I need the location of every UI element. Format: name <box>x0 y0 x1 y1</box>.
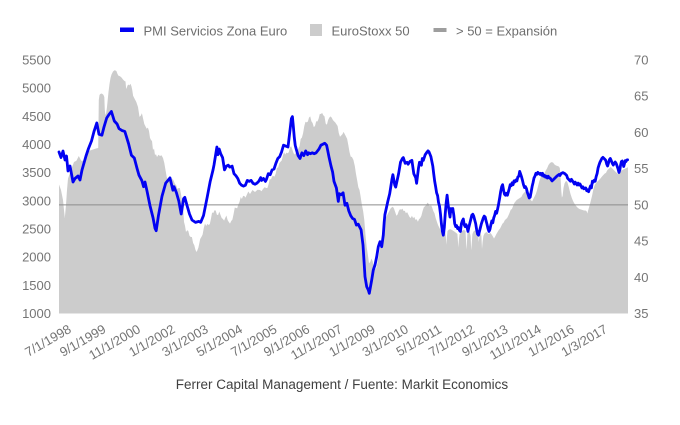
svg-text:3500: 3500 <box>22 165 51 180</box>
svg-text:1500: 1500 <box>22 278 51 293</box>
svg-text:1000: 1000 <box>22 306 51 321</box>
svg-text:70: 70 <box>634 53 648 68</box>
svg-text:> 50 = Expansión: > 50 = Expansión <box>456 24 557 39</box>
svg-text:EuroStoxx 50: EuroStoxx 50 <box>332 24 410 39</box>
svg-text:Ferrer Capital Management / Fu: Ferrer Capital Management / Fuente: Mark… <box>176 377 509 392</box>
svg-text:40: 40 <box>634 270 648 285</box>
svg-text:65: 65 <box>634 89 648 104</box>
svg-text:5500: 5500 <box>22 53 51 68</box>
svg-text:4000: 4000 <box>22 137 51 152</box>
svg-text:2000: 2000 <box>22 250 51 265</box>
svg-text:45: 45 <box>634 234 648 249</box>
svg-text:50: 50 <box>634 197 648 212</box>
svg-text:35: 35 <box>634 306 648 321</box>
svg-text:55: 55 <box>634 161 648 176</box>
svg-text:4500: 4500 <box>22 109 51 124</box>
svg-text:5000: 5000 <box>22 81 51 96</box>
svg-text:60: 60 <box>634 125 648 140</box>
svg-text:2500: 2500 <box>22 222 51 237</box>
svg-text:3000: 3000 <box>22 193 51 208</box>
svg-text:PMI Servicios Zona Euro: PMI Servicios Zona Euro <box>144 24 288 39</box>
